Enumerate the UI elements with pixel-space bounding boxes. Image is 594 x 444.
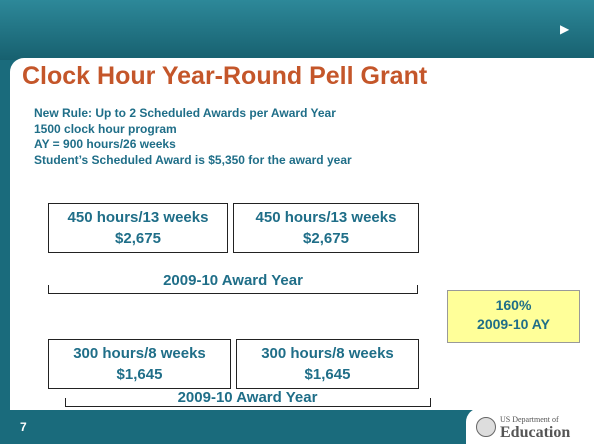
logo-big: Education	[500, 424, 571, 441]
rule: 1500 clock hour program	[34, 121, 177, 136]
period-box: 300 hours/8 weeks $1,645	[48, 339, 231, 389]
logo-small: US Department of	[500, 415, 559, 424]
hours: 300 hours/8 weeks	[73, 345, 206, 362]
award-year-label: 2009-10 Award Year	[177, 389, 318, 406]
callout-line: 160%	[495, 297, 532, 313]
callout-box: 160% 2009-10 AY	[447, 290, 580, 343]
title: Clock Hour Year-Round Pell Grant	[22, 62, 428, 90]
rule: Student’s Scheduled Award is $5,350 for …	[34, 152, 352, 167]
bracket	[65, 398, 431, 407]
award-year-label: 2009-10 Award Year	[163, 272, 303, 289]
rule: AY = 900 hours/26 weeks	[34, 137, 176, 151]
callout-line: 2009-10 AY	[477, 316, 550, 332]
nav-icon: ▶	[560, 22, 570, 36]
logo: US Department of Education	[500, 414, 571, 441]
amount: $1,645	[116, 366, 163, 383]
seal	[476, 417, 496, 437]
period-box: 450 hours/13 weeks $2,675	[48, 203, 228, 253]
rules: New Rule: Up to 2 Scheduled Awards per A…	[34, 106, 352, 168]
rule: New Rule: Up to 2 Scheduled Awards per A…	[34, 106, 336, 120]
period-box: 300 hours/8 weeks $1,645	[236, 339, 419, 389]
bracket	[48, 285, 418, 294]
amount: $1,645	[304, 366, 351, 383]
amount: $2,675	[115, 230, 161, 247]
period-box: 450 hours/13 weeks $2,675	[233, 203, 419, 253]
hours: 450 hours/13 weeks	[67, 209, 209, 226]
hours: 300 hours/8 weeks	[261, 345, 394, 362]
amount: $2,675	[303, 230, 349, 247]
header-band	[0, 0, 594, 60]
slide-number: 7	[20, 420, 27, 434]
hours: 450 hours/13 weeks	[255, 209, 397, 226]
